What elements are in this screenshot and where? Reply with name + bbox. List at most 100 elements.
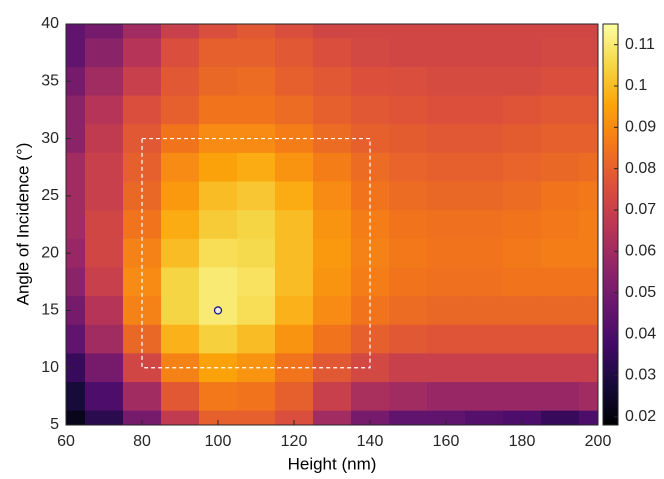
heat-cell (465, 152, 504, 183)
heat-cell (503, 324, 542, 354)
heat-cell (275, 382, 314, 412)
y-tick-label: 10 (41, 359, 59, 376)
colorbar-tick-label: 0.03 (625, 367, 656, 384)
heat-cell (579, 324, 598, 354)
colorbar (602, 23, 619, 426)
heat-cell (237, 382, 276, 412)
heat-cell (199, 66, 238, 97)
colorbar-tick-label: 0.09 (625, 119, 656, 136)
heat-cell (66, 410, 86, 425)
heat-cell (161, 152, 200, 183)
heat-cell (541, 152, 580, 183)
heat-cell (237, 324, 276, 354)
heat-cell (427, 124, 466, 154)
heat-cell (275, 124, 314, 154)
heat-cell (275, 238, 314, 268)
heat-cell (427, 95, 466, 125)
heat-cell (427, 66, 466, 97)
heat-cell (579, 410, 598, 425)
y-tick-label: 35 (41, 73, 59, 90)
heat-cell (199, 210, 238, 240)
x-axis-label: Height (nm) (288, 454, 377, 473)
heat-cell (313, 95, 352, 125)
heat-cell (427, 181, 466, 211)
heat-cell (313, 38, 352, 68)
x-tick-label: 80 (133, 433, 151, 450)
heat-cell (199, 267, 238, 297)
heat-cell (85, 238, 124, 268)
y-tick-label: 15 (41, 302, 59, 319)
selected-region (141, 137, 371, 369)
heat-cell (389, 238, 428, 268)
heat-cell (579, 296, 598, 326)
colorbar-tick-label: 0.08 (625, 160, 656, 177)
heat-cell (465, 38, 504, 68)
heat-cell (313, 66, 352, 97)
heat-cell (541, 382, 580, 412)
heat-cell (313, 24, 352, 39)
heat-cell (465, 210, 504, 240)
y-tick-label: 25 (41, 187, 59, 204)
heat-cell (313, 296, 352, 326)
heat-cell (503, 210, 542, 240)
heat-cell (503, 38, 542, 68)
y-axis-label: Angle of Incidence (°) (13, 143, 32, 306)
heat-cell (389, 382, 428, 412)
heat-cell (465, 410, 504, 425)
heat-cell (161, 296, 200, 326)
heat-cell (541, 24, 580, 39)
heat-cell (427, 324, 466, 354)
heat-cell (66, 24, 86, 39)
heat-cell (389, 324, 428, 354)
heat-cell (161, 181, 200, 211)
heat-cell (427, 382, 466, 412)
x-tick-label: 180 (509, 433, 536, 450)
heat-cell (579, 181, 598, 211)
heat-cell (503, 66, 542, 97)
heat-cell (427, 24, 466, 39)
heat-cell (237, 95, 276, 125)
heat-cell (275, 66, 314, 97)
heat-cell (66, 124, 86, 154)
heat-cell (123, 95, 162, 125)
heat-cell (389, 24, 428, 39)
heat-cell (85, 296, 124, 326)
heat-cell (237, 410, 276, 425)
heat-cell (85, 267, 124, 297)
heat-cell (275, 296, 314, 326)
heat-cell (313, 210, 352, 240)
heat-cell (579, 38, 598, 68)
heat-cell (503, 410, 542, 425)
heat-cell (579, 238, 598, 268)
heat-cell (313, 410, 352, 425)
heat-cell (541, 66, 580, 97)
heat-cell (199, 24, 238, 39)
y-tick-label: 20 (41, 244, 59, 261)
heat-cell (579, 210, 598, 240)
heat-cell (427, 353, 466, 383)
colorbar-tick-label: 0.05 (625, 284, 656, 301)
heat-cell (427, 210, 466, 240)
y-tick-label: 5 (50, 416, 59, 433)
heat-cell (123, 66, 162, 97)
heat-cell (237, 296, 276, 326)
heat-cell (66, 181, 86, 211)
heat-cell (427, 152, 466, 183)
heat-cell (579, 24, 598, 39)
heat-cell (66, 267, 86, 297)
heat-cell (85, 210, 124, 240)
heat-cell (389, 210, 428, 240)
heat-cell (199, 152, 238, 183)
heat-cell (351, 95, 390, 125)
heat-cell (389, 95, 428, 125)
axes-box (65, 23, 599, 426)
heat-cell (389, 353, 428, 383)
heat-cell (275, 95, 314, 125)
colorbar-tick-label: 0.1 (625, 77, 647, 94)
heat-cell (465, 267, 504, 297)
x-tick-label: 120 (281, 433, 308, 450)
heat-cell (465, 124, 504, 154)
heat-cell (161, 95, 200, 125)
heat-cell (161, 410, 200, 425)
